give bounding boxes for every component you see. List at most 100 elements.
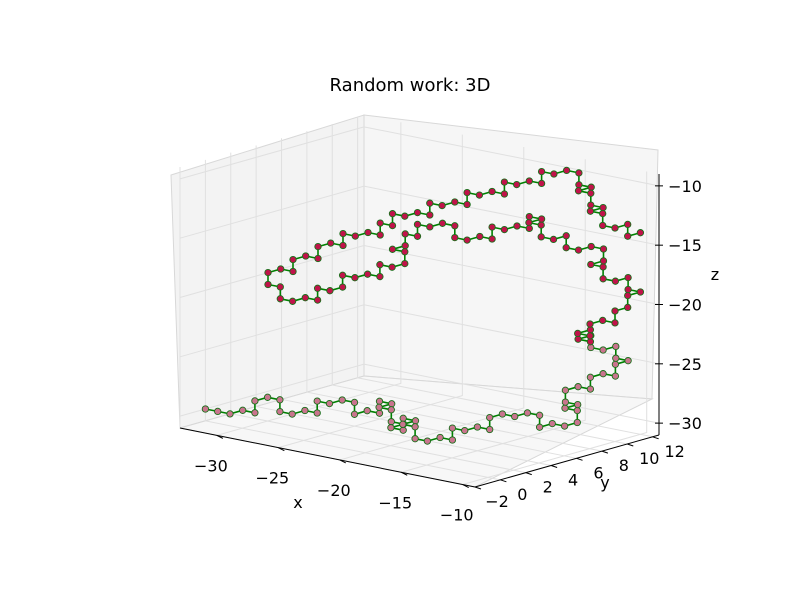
y-axis-line <box>474 434 660 488</box>
walk-point <box>388 263 396 271</box>
walk-point <box>486 413 494 422</box>
grid-line-y <box>331 123 628 445</box>
y-axis-label: y <box>600 473 609 492</box>
walk-point <box>525 177 533 185</box>
walk-point <box>500 190 509 198</box>
walk-point <box>351 232 359 240</box>
walk-point <box>535 423 544 431</box>
walk-point <box>339 229 347 238</box>
walk-point <box>338 396 346 404</box>
walk-point <box>599 221 607 230</box>
x-tick-label: −10 <box>440 506 474 525</box>
walk-point <box>486 425 494 434</box>
walk-point <box>636 288 645 296</box>
walk-point <box>276 295 284 303</box>
walk-point <box>388 245 397 253</box>
walk-point <box>560 422 569 430</box>
walk-point <box>549 235 558 244</box>
walk-point <box>611 319 619 327</box>
walk-point <box>511 412 519 421</box>
walk-point <box>387 424 395 432</box>
x-tick-mark <box>278 447 285 452</box>
walk-point <box>376 231 384 239</box>
z-tick-label: −15 <box>668 236 702 255</box>
walk-point <box>375 403 383 411</box>
walk-point <box>587 260 595 269</box>
walk-point <box>363 270 372 278</box>
y-tick-mark <box>576 457 583 461</box>
walk-point <box>611 224 619 232</box>
walk-point <box>550 170 558 178</box>
walk-markers <box>201 166 645 445</box>
walk-point <box>451 198 459 206</box>
walk-point <box>448 424 457 432</box>
walk-point <box>413 232 422 240</box>
walk-point <box>586 373 595 381</box>
walk-point <box>313 296 322 304</box>
y-tick-labels: −2 0 2 4 6 8 10 12 <box>474 436 685 511</box>
walk-point <box>611 360 620 368</box>
walk-point <box>327 239 335 247</box>
walk-point <box>473 423 482 431</box>
y-tick-mark <box>652 436 659 440</box>
x-tick-mark <box>216 434 224 439</box>
walk-point <box>624 357 632 365</box>
walk-point <box>313 284 322 292</box>
walk-point <box>326 287 334 295</box>
walk-point <box>226 410 234 418</box>
walk-point <box>575 169 583 177</box>
walk-point <box>574 246 583 254</box>
walk-point <box>636 229 645 237</box>
z-tick-label: −20 <box>668 296 702 315</box>
walk-point <box>500 225 509 234</box>
walk-point <box>599 346 607 354</box>
walk-point <box>463 236 471 244</box>
walk-point <box>388 210 397 218</box>
walk-point <box>436 433 444 442</box>
walk-point <box>288 297 297 305</box>
walk-point <box>264 268 272 277</box>
walk-point <box>624 273 632 282</box>
walk-point <box>251 397 259 405</box>
grid-line-y <box>255 145 552 466</box>
walk-point <box>612 354 620 362</box>
walk-point <box>488 187 496 196</box>
walk-point <box>314 242 322 251</box>
walk-point <box>624 291 632 300</box>
walk-point <box>276 283 284 291</box>
walk-point <box>301 406 309 415</box>
walk-point <box>611 307 619 315</box>
walk-point <box>338 283 347 291</box>
walk-point <box>586 207 595 215</box>
walk-point <box>587 189 595 197</box>
walk-point <box>388 221 397 230</box>
walk-point <box>413 220 422 229</box>
walk-point <box>376 219 384 227</box>
y-tick-label: 2 <box>543 478 553 497</box>
walk-point <box>599 263 607 271</box>
walk-point <box>288 410 296 418</box>
grid-line-x <box>278 134 463 449</box>
walk-point <box>612 342 620 351</box>
walk-point <box>611 372 620 380</box>
walk-point <box>488 223 496 231</box>
walk-point <box>586 332 594 340</box>
walk-point <box>364 228 372 237</box>
walk-point <box>624 232 632 240</box>
walk-point <box>375 409 384 417</box>
walk-point <box>586 320 594 328</box>
walk-point <box>513 222 521 230</box>
walk-point <box>411 423 419 431</box>
walk-point <box>537 221 545 229</box>
walk-point <box>388 400 396 408</box>
walk-point <box>537 179 546 188</box>
walk-point <box>401 230 409 238</box>
walk-point <box>574 383 582 391</box>
walk-point <box>575 181 583 189</box>
x-tick-label: −20 <box>317 481 351 500</box>
walk-point <box>599 209 607 218</box>
walk-point <box>573 406 581 415</box>
walk-point <box>401 212 409 220</box>
y-tick-mark <box>627 443 634 447</box>
